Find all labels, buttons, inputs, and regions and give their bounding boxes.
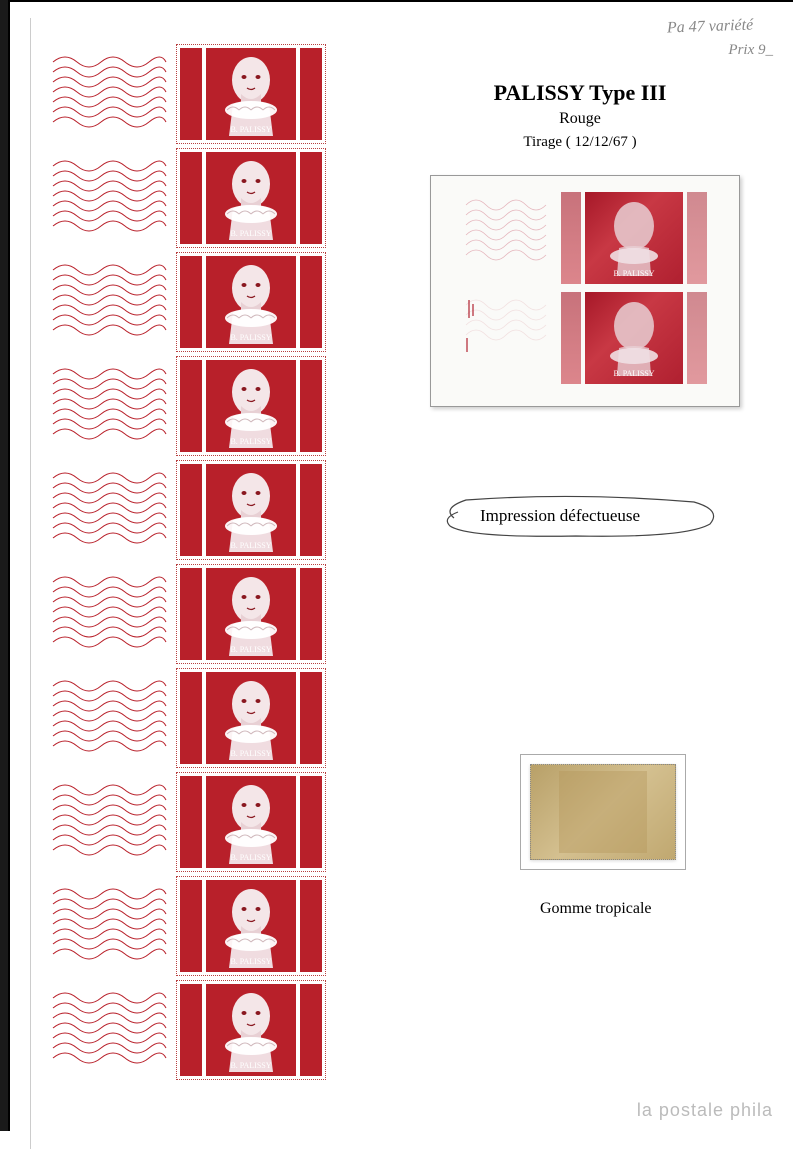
stamp-caption: B. PALISSY bbox=[206, 645, 296, 654]
defect-margin-pattern bbox=[461, 190, 561, 280]
watermark: la postale phila bbox=[637, 1100, 773, 1121]
defect-margin-pattern bbox=[461, 290, 561, 380]
binding-edge bbox=[0, 0, 8, 1131]
defect-row-2: B. PALISSY bbox=[461, 290, 711, 390]
defect-stamp-1: B. PALISSY bbox=[561, 190, 711, 288]
margin-pattern bbox=[48, 674, 168, 762]
stamp-row: B. PALISSY bbox=[40, 250, 330, 354]
stamp-caption: B. PALISSY bbox=[206, 333, 296, 342]
margin-pattern bbox=[48, 50, 168, 138]
stamp-caption: B. PALISSY bbox=[206, 437, 296, 446]
stamp-row: B. PALISSY bbox=[40, 874, 330, 978]
stamp-caption: B. PALISSY bbox=[206, 541, 296, 550]
stamp: B. PALISSY bbox=[176, 876, 326, 976]
stamp: B. PALISSY bbox=[176, 148, 326, 248]
stamp-caption: B. PALISSY bbox=[206, 229, 296, 238]
handwritten-note-2: Prix 9_ bbox=[728, 42, 773, 59]
margin-pattern bbox=[48, 154, 168, 242]
stamp-caption: B. PALISSY bbox=[206, 853, 296, 862]
margin-pattern bbox=[48, 258, 168, 346]
stamp-caption: B. PALISSY bbox=[206, 957, 296, 966]
stamp: B. PALISSY bbox=[176, 460, 326, 560]
stamp-row: B. PALISSY bbox=[40, 666, 330, 770]
stamp-row: B. PALISSY bbox=[40, 146, 330, 250]
impression-label: Impression défectueuse bbox=[480, 506, 640, 526]
stamp: B. PALISSY bbox=[176, 980, 326, 1080]
title-main: PALISSY Type III bbox=[430, 80, 730, 106]
stamp-row: B. PALISSY bbox=[40, 978, 330, 1082]
title-tirage: Tirage ( 12/12/67 ) bbox=[430, 134, 730, 151]
stamp-caption: B. PALISSY bbox=[206, 125, 296, 134]
stamp-row: B. PALISSY bbox=[40, 458, 330, 562]
stamp: B. PALISSY bbox=[176, 252, 326, 352]
margin-pattern bbox=[48, 466, 168, 554]
margin-pattern bbox=[48, 882, 168, 970]
stamp-strip: B. PALISSY B. PALISSY bbox=[40, 42, 330, 1082]
title-color: Rouge bbox=[430, 110, 730, 128]
stamp: B. PALISSY bbox=[176, 44, 326, 144]
gomme-label: Gomme tropicale bbox=[540, 900, 652, 918]
stamp-caption: B. PALISSY bbox=[585, 269, 683, 278]
stamp-caption: B. PALISSY bbox=[206, 1061, 296, 1070]
stamp-row: B. PALISSY bbox=[40, 562, 330, 666]
stamp-caption: B. PALISSY bbox=[206, 749, 296, 758]
defect-row-1: B. PALISSY bbox=[461, 190, 711, 290]
handwritten-note-1: Pa 47 variété bbox=[667, 17, 754, 38]
defective-sample-frame: B. PALISSY bbox=[430, 175, 740, 407]
stamp: B. PALISSY bbox=[176, 564, 326, 664]
margin-pattern bbox=[48, 570, 168, 658]
margin-pattern bbox=[48, 986, 168, 1074]
margin-pattern bbox=[48, 778, 168, 866]
stamp-caption: B. PALISSY bbox=[585, 369, 683, 378]
margin-pattern bbox=[48, 362, 168, 450]
stamp-row: B. PALISSY bbox=[40, 42, 330, 146]
stamp-row: B. PALISSY bbox=[40, 770, 330, 874]
stamp: B. PALISSY bbox=[176, 772, 326, 872]
stamp: B. PALISSY bbox=[176, 356, 326, 456]
tropical-gum-stamp bbox=[530, 764, 676, 860]
defective-pair: B. PALISSY bbox=[461, 190, 711, 390]
defect-stamp-2: B. PALISSY bbox=[561, 290, 711, 388]
title-block: PALISSY Type III Rouge Tirage ( 12/12/67… bbox=[430, 80, 730, 151]
stamp-row: B. PALISSY bbox=[40, 354, 330, 458]
stamp: B. PALISSY bbox=[176, 668, 326, 768]
